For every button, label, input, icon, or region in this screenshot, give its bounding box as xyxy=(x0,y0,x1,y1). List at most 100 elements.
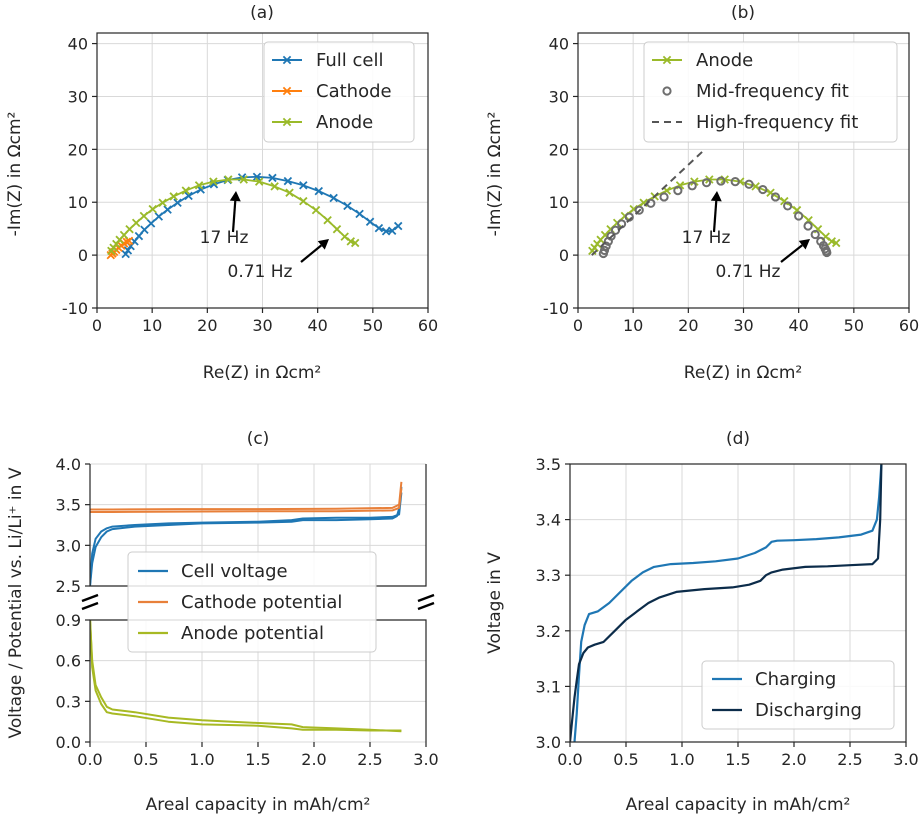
chart-b-series-hf-fit xyxy=(591,148,706,256)
chart-c-legend-label: Anode potential xyxy=(181,623,324,644)
chart-d-ylabel: Voltage in V xyxy=(485,552,505,654)
chart-d-series-line-charging xyxy=(573,464,883,742)
chart-a-xtick-label: 10 xyxy=(142,316,162,335)
chart-c-bottom-xtick-label: 3.0 xyxy=(413,750,438,769)
chart-a-point-anode xyxy=(148,204,157,214)
chart-a-point-full_cell xyxy=(140,225,149,234)
chart-b-arrow-071hz-head xyxy=(798,239,810,250)
chart-c-axis-break xyxy=(417,601,435,611)
chart-a-ytick-label: 20 xyxy=(68,140,88,159)
chart-a-ytick-label: 30 xyxy=(68,87,88,106)
chart-d-ytick-label: 3.4 xyxy=(536,511,561,530)
chart-a-point-anode xyxy=(311,205,321,215)
chart-b-xtick-label: 40 xyxy=(788,316,808,335)
chart-a-legend-label: Cathode xyxy=(316,81,392,102)
chart-c-top-ytick-label: 3.5 xyxy=(56,496,81,515)
chart-a-annotation-17hz: 17 Hz xyxy=(200,228,249,248)
chart-c-top-ytick-label: 4.0 xyxy=(56,455,81,474)
chart-b-point-fit xyxy=(770,192,781,202)
chart-d-ytick-label: 3.3 xyxy=(536,566,561,585)
chart-d-frame xyxy=(569,463,907,743)
chart-a-xtick-label: 20 xyxy=(197,316,217,335)
chart-d-xtick-label: 2.5 xyxy=(837,750,862,769)
chart-a-point-anode xyxy=(169,192,178,201)
chart-a-xtick-label: 40 xyxy=(307,316,327,335)
chart-d-legend-label: Discharging xyxy=(755,700,862,721)
chart-d-legend-label: Charging xyxy=(755,669,836,690)
chart-a-point-anode xyxy=(270,182,279,191)
chart-b-point-fit xyxy=(822,247,832,258)
chart-d-legend xyxy=(701,660,895,730)
chart-b-point-fit xyxy=(794,211,804,221)
chart-b-ytick-label: 30 xyxy=(549,87,569,106)
chart-b-point-fit xyxy=(783,201,793,211)
chart-d-ytick-label: 3.5 xyxy=(536,455,561,474)
chart-a-point-full_cell xyxy=(283,176,293,186)
chart-b-plot-area xyxy=(588,148,841,259)
chart-d-series-line-discharging xyxy=(570,464,883,742)
chart-a-point-full_cell xyxy=(355,209,364,219)
chart-d-xtick-label: 2.0 xyxy=(781,750,806,769)
chart-a-arrow-071hz-shaft xyxy=(300,244,322,263)
chart-b-point-fit xyxy=(803,221,813,231)
chart-a-xtick-label: 0 xyxy=(92,316,102,335)
chart-c-series-line-cathode_potential xyxy=(90,481,403,511)
chart-b-xtick-label: 20 xyxy=(678,316,698,335)
chart-c-bottom-ytick-label: 0.3 xyxy=(56,692,81,711)
chart-a-point-full_cell xyxy=(252,172,262,182)
chart-a-point-full_cell xyxy=(123,246,133,255)
chart-c-top-plot-area xyxy=(90,481,403,586)
chart-c-axis-break xyxy=(81,601,99,611)
chart-b-point-anode xyxy=(690,177,699,186)
chart-a-point-full_cell xyxy=(268,173,277,183)
chart-d-plot-area xyxy=(570,464,883,742)
chart-a-point-full_cell xyxy=(163,205,172,214)
chart-b-ytick-label: 20 xyxy=(549,140,569,159)
chart-a-xtick-label: 30 xyxy=(252,316,272,335)
chart-a-ytick-label: 40 xyxy=(68,35,88,54)
chart-b-point-fit xyxy=(758,184,768,195)
chart-a-title: (a) xyxy=(250,3,274,23)
chart-b-point-fit xyxy=(687,181,697,191)
chart-d-ytick-label: 3.2 xyxy=(536,622,561,641)
chart-b-title: (b) xyxy=(731,3,755,23)
chart-c-bottom-xtick-label: 2.0 xyxy=(301,750,326,769)
chart-d-xtick-label: 0.0 xyxy=(557,750,582,769)
chart-b-point-fit xyxy=(716,176,726,186)
chart-a-point-anode xyxy=(158,198,167,207)
chart-c-title: (c) xyxy=(247,429,270,449)
chart-b-frame xyxy=(577,32,910,309)
chart-b-arrow-17hz-head xyxy=(710,191,722,202)
chart-a-point-anode xyxy=(299,196,308,206)
chart-a-point-anode xyxy=(131,218,141,228)
chart-a-point-anode xyxy=(125,224,134,234)
chart-c-bottom-xtick-label: 0.5 xyxy=(133,750,158,769)
chart-b-point-fit xyxy=(673,185,683,196)
chart-a-ytick-label: 10 xyxy=(68,193,88,212)
chart-a-arrow-17hz-head xyxy=(229,191,241,202)
chart-c-bottom-xtick-label: 2.5 xyxy=(357,750,382,769)
chart-a-legend-label: Anode xyxy=(316,112,373,133)
chart-a-point-full_cell xyxy=(387,226,397,236)
chart-c-bottom-ytick-label: 0.6 xyxy=(56,652,81,671)
chart-a-point-full_cell xyxy=(314,186,324,196)
chart-a-annotation-071hz: 0.71 Hz xyxy=(228,262,293,282)
chart-b-annotation-071hz: 0.71 Hz xyxy=(716,262,781,282)
chart-c-series-line-cathode_potential xyxy=(90,488,403,513)
chart-b-point-fit xyxy=(730,177,740,187)
chart-b-ytick-label: 10 xyxy=(549,193,569,212)
chart-a-point-full_cell xyxy=(146,219,156,228)
chart-a-point-anode xyxy=(340,232,349,241)
chart-c-bottom-xtick-label: 1.5 xyxy=(245,750,270,769)
chart-c-series-line-cell_voltage xyxy=(90,492,403,586)
chart-d-xtick-label: 0.5 xyxy=(613,750,638,769)
chart-a-point-anode xyxy=(350,238,360,248)
chart-c-bottom-xtick-label: 0.0 xyxy=(77,750,102,769)
chart-b-point-fit xyxy=(744,179,754,189)
chart-c-ylabel: Voltage / Potential vs. Li/Li⁺ in V xyxy=(6,467,26,738)
chart-d-xtick-label: 1.0 xyxy=(669,750,694,769)
chart-b-xlabel: Re(Z) in Ωcm² xyxy=(684,363,802,383)
chart-b-point-fit xyxy=(810,229,820,240)
chart-c-legend-label: Cell voltage xyxy=(181,561,288,582)
chart-b-point-fit xyxy=(606,231,616,241)
